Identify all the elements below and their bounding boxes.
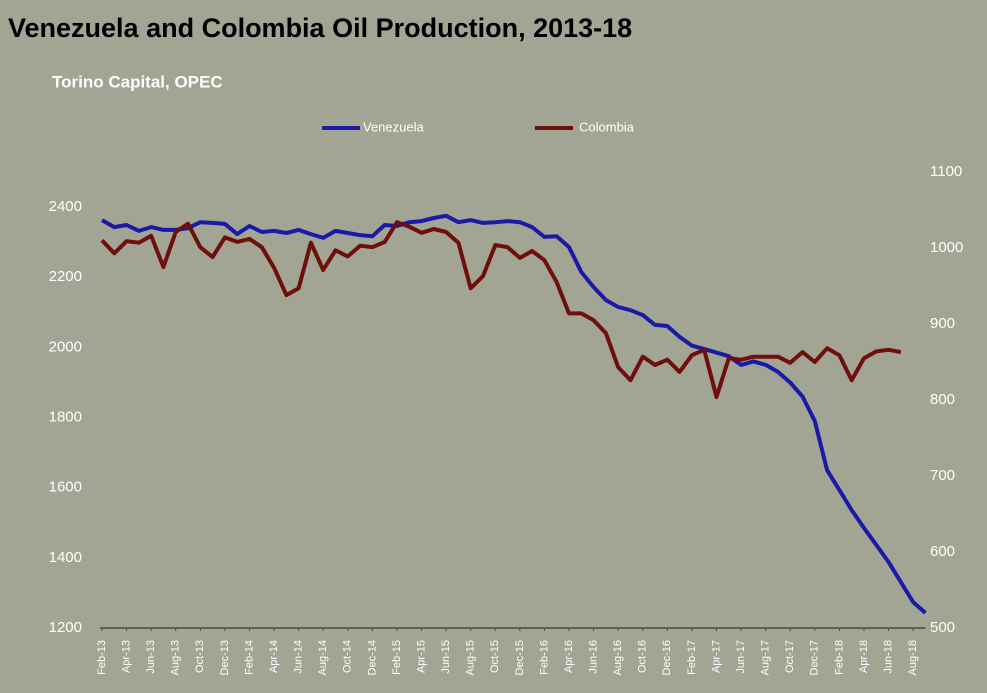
- x-tick-label: Aug-16: [612, 640, 624, 675]
- x-tick-label: Feb-18: [833, 640, 845, 675]
- x-tick-label: Oct-13: [194, 640, 206, 673]
- legend-label: Colombia: [579, 119, 635, 134]
- y-tick-label: 1400: [49, 549, 82, 566]
- y2-tick-label: 600: [930, 543, 955, 560]
- x-tick-label: Aug-13: [170, 640, 182, 675]
- y2-tick-label: 900: [930, 315, 955, 332]
- x-tick-label: Apr-16: [563, 640, 575, 673]
- x-tick-label: Apr-18: [858, 640, 870, 673]
- x-tick-label: Oct-16: [637, 640, 649, 673]
- y2-tick-label: 1000: [930, 239, 963, 256]
- x-tick-label: Feb-15: [391, 640, 403, 675]
- x-tick-label: Apr-17: [710, 640, 722, 673]
- x-tick-label: Feb-14: [243, 640, 255, 675]
- x-tick-label: Dec-15: [514, 640, 526, 675]
- x-tick-label: Feb-16: [538, 640, 550, 675]
- y2-tick-label: 800: [930, 391, 955, 408]
- chart-subtitle: Torino Capital, OPEC: [52, 72, 223, 91]
- x-tick-label: Jun-18: [882, 640, 894, 674]
- x-tick-label: Dec-17: [809, 640, 821, 675]
- y-tick-label: 2400: [49, 198, 82, 215]
- series-line: [100, 220, 902, 399]
- x-tick-label: Aug-14: [317, 640, 329, 675]
- chart-title: Venezuela and Colombia Oil Production, 2…: [8, 13, 632, 43]
- x-tick-label: Apr-15: [415, 640, 427, 673]
- x-tick-label: Jun-13: [145, 640, 157, 674]
- y-tick-label: 2000: [49, 338, 82, 355]
- x-tick-label: Apr-13: [120, 640, 132, 673]
- x-tick-label: Aug-18: [907, 640, 919, 675]
- y2-tick-label: 700: [930, 467, 955, 484]
- x-tick-label: Oct-17: [784, 640, 796, 673]
- x-tick-label: Jun-15: [440, 640, 452, 674]
- x-tick-label: Jun-17: [735, 640, 747, 674]
- y-tick-label: 1600: [49, 479, 82, 496]
- x-tick-label: Apr-14: [268, 640, 280, 673]
- x-tick-label: Oct-15: [489, 640, 501, 673]
- x-tick-label: Dec-13: [219, 640, 231, 675]
- y2-tick-label: 1100: [930, 163, 962, 180]
- x-tick-label: Feb-13: [96, 640, 108, 675]
- y-tick-label: 1800: [49, 409, 82, 426]
- x-tick-label: Oct-14: [342, 640, 354, 673]
- x-tick-label: Jun-14: [293, 640, 305, 674]
- y-tick-label: 2200: [49, 268, 82, 285]
- legend-label: Venezuela: [363, 119, 424, 134]
- y2-tick-label: 500: [930, 619, 955, 636]
- x-tick-label: Dec-16: [661, 640, 673, 675]
- x-tick-label: Aug-17: [760, 640, 772, 675]
- y-tick-label: 1200: [49, 619, 82, 636]
- x-tick-label: Jun-16: [588, 640, 600, 674]
- x-tick-label: Aug-15: [465, 640, 477, 675]
- series-line: [101, 213, 927, 615]
- x-tick-label: Feb-17: [686, 640, 698, 675]
- x-tick-label: Dec-14: [366, 640, 378, 675]
